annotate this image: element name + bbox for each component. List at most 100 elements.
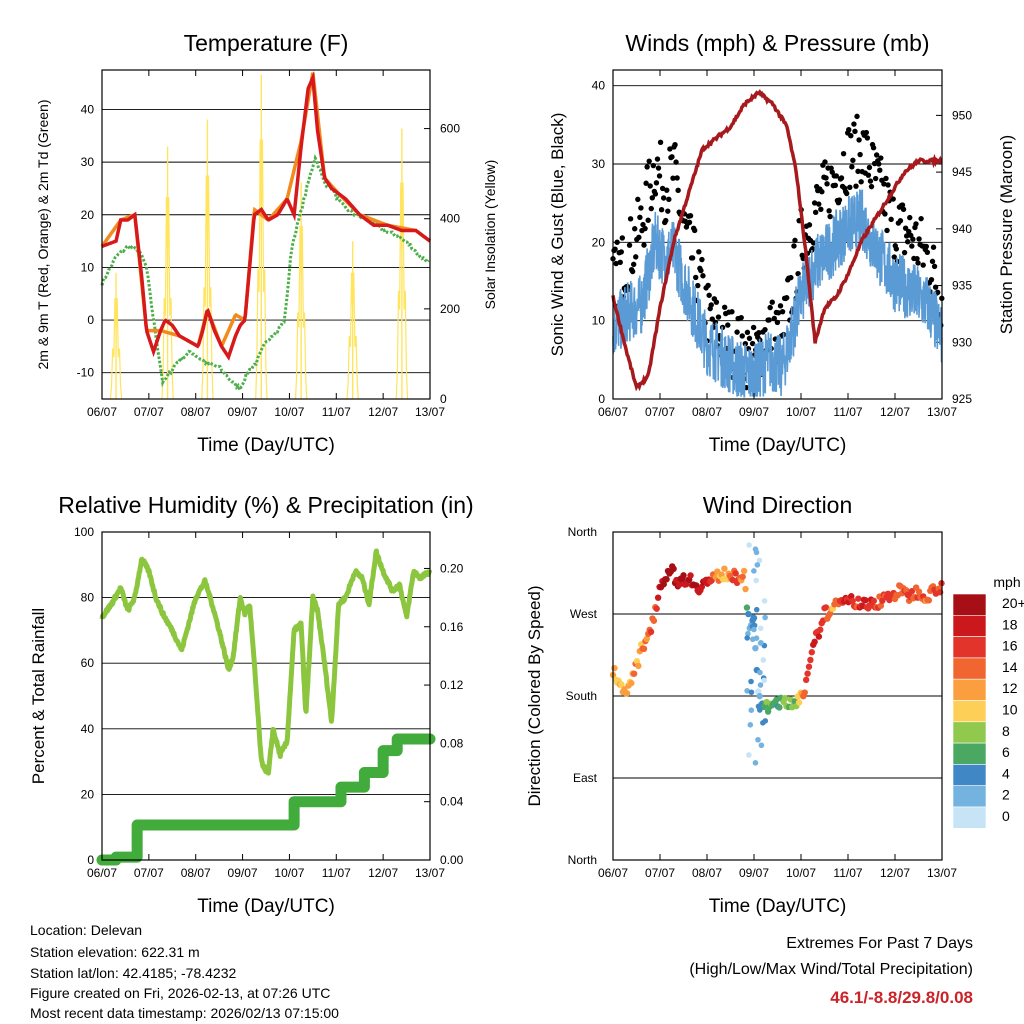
gust-point [791, 243, 797, 249]
direction-point [732, 570, 739, 577]
gust-point [811, 200, 818, 206]
gust-point [771, 315, 778, 322]
humidity-panel: 0 20 40 60 80 100 0.00 0.04 0.08 0.12 0.16 0.20 06/0… [29, 492, 474, 917]
colorbar-swatch [952, 785, 987, 808]
temperature-frame [101, 69, 431, 400]
direction-point [748, 689, 755, 696]
colorbar-swatch [952, 721, 987, 744]
gust-point [693, 274, 699, 281]
gust-point [655, 165, 662, 171]
gust-point [870, 145, 877, 151]
gust-point [850, 157, 856, 164]
extremes-values: 46.1/-8.8/29.8/0.08 [830, 988, 973, 1007]
gust-point [868, 183, 875, 190]
x-tick-label: 10/07 [274, 866, 304, 880]
wind-direction-x-label: Time (Day/UTC) [709, 896, 847, 917]
gust-point [618, 249, 624, 255]
gust-point [777, 303, 784, 309]
gust-point [784, 295, 790, 301]
gust-point [674, 175, 680, 181]
direction-point [761, 598, 768, 604]
direction-point [795, 699, 803, 706]
gust-point [750, 324, 757, 331]
direction-point [822, 604, 830, 611]
direction-point [762, 614, 768, 621]
gust-point [647, 183, 653, 189]
colorbar-label: 20+ [1002, 595, 1024, 611]
gust-point [669, 154, 675, 160]
gust-point [775, 310, 782, 316]
direction-point [776, 704, 783, 711]
gust-point [827, 213, 833, 220]
gust-point [854, 113, 860, 120]
gust-point [642, 225, 648, 232]
colorbar-swatch [952, 678, 987, 701]
colorbar-label: 14 [1002, 659, 1018, 675]
gust-point [833, 173, 840, 179]
gust-point [742, 341, 749, 347]
colorbar-label: 6 [1002, 744, 1010, 760]
y2-tick-label: 0.04 [440, 795, 464, 809]
direction-point [739, 573, 746, 580]
gust-point [654, 156, 661, 162]
direction-point [663, 576, 670, 583]
direction-point [925, 597, 933, 604]
gust-point [878, 155, 884, 161]
gust-point [670, 175, 676, 181]
gust-point [876, 161, 882, 167]
gust-point [843, 190, 850, 197]
direction-point [748, 678, 754, 685]
extremes-legend: (High/Low/Max Wind/Total Precipitation) [689, 961, 973, 978]
direction-point [640, 645, 648, 653]
gust-point [638, 205, 644, 211]
gust-point [900, 206, 907, 213]
gust-point [712, 319, 719, 326]
gust-point [848, 132, 854, 139]
y-tick-label: 30 [592, 157, 606, 171]
x-tick-label: 06/07 [87, 866, 117, 880]
gust-point [855, 168, 861, 175]
wind-direction-y-label: Direction (Colored By Speed) [525, 585, 544, 806]
gust-point [903, 233, 910, 239]
gust-point [645, 217, 651, 223]
y-tick-label: 100 [74, 525, 94, 539]
x-tick-label: 07/07 [134, 405, 164, 419]
gust-point [864, 135, 871, 141]
x-tick-label: 13/07 [927, 405, 957, 419]
x-tick-label: 07/07 [645, 866, 675, 880]
temperature-y-label: 2m & 9m T (Red, Orange) & 2m Td (Green) [35, 100, 51, 370]
y2-tick-label: 950 [952, 108, 972, 122]
colorbar-label: 4 [1002, 765, 1010, 781]
y2-tick-label: 400 [440, 212, 460, 226]
gust-point [708, 302, 714, 308]
gust-point [897, 218, 904, 224]
extremes-heading: Extremes For Past 7 Days [786, 935, 973, 952]
y2-tick-label: 0.08 [440, 736, 464, 750]
direction-point [676, 581, 683, 588]
x-tick-label: 11/07 [833, 866, 862, 880]
direction-point [756, 707, 763, 713]
direction-point [742, 585, 749, 593]
winds-y2-label: Station Pressure (Maroon) [997, 135, 1016, 334]
gust-point [928, 276, 935, 283]
direction-point [908, 587, 916, 595]
gust-point [650, 162, 657, 169]
direction-point [758, 742, 765, 749]
gust-point [918, 215, 924, 222]
gust-point [840, 150, 847, 157]
gust-point [920, 262, 926, 268]
x-tick-label: 09/07 [228, 405, 258, 419]
x-tick-label: 10/07 [786, 405, 816, 419]
direction-point [654, 594, 662, 601]
colorbar-swatch [952, 806, 987, 829]
gust-point [888, 216, 894, 223]
gust-point [665, 208, 671, 214]
gust-point [873, 152, 880, 158]
gust-point [856, 137, 862, 143]
gust-point [619, 235, 626, 241]
colorbar-swatch [952, 614, 987, 637]
direction-point [752, 760, 759, 766]
